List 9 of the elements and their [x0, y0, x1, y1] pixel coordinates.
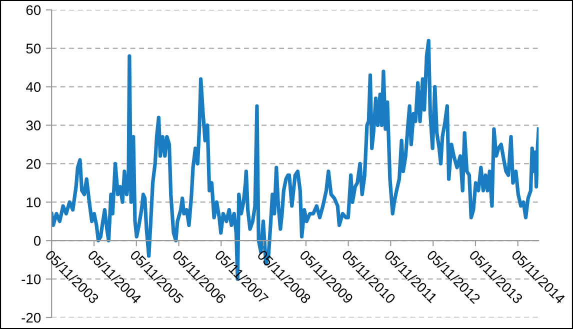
y-tick-label: -10 — [22, 274, 41, 284]
y-tick-label: -20 — [22, 312, 41, 323]
y-tick-label: 40 — [26, 82, 41, 92]
y-tick-label: 60 — [26, 5, 41, 16]
y-tick-label: 10 — [26, 197, 41, 208]
y-tick-label: 50 — [26, 44, 41, 54]
y-tick-label: 0 — [34, 236, 41, 246]
y-tick-label: 30 — [26, 120, 41, 130]
y-tick-label: 20 — [26, 159, 41, 169]
